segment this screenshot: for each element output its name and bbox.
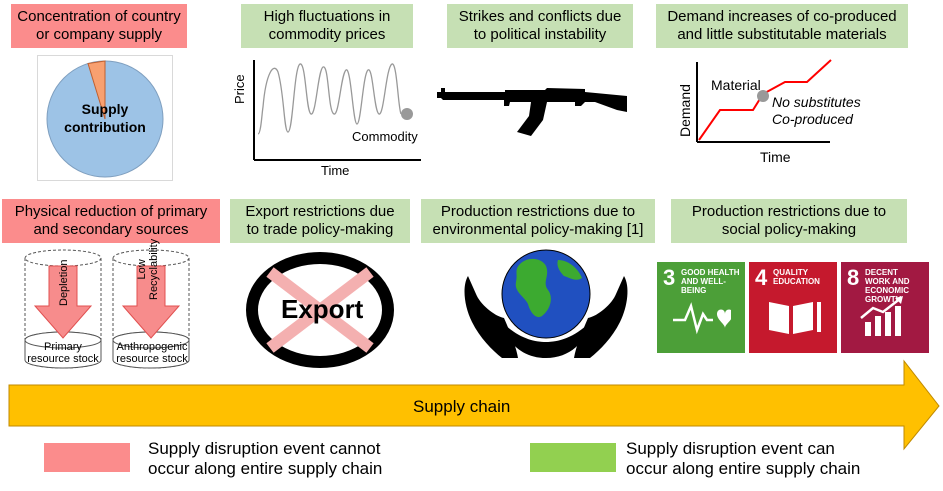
legend-swatch-can [530, 443, 616, 472]
low-recyclability-line: Recyclability [148, 238, 160, 300]
depletion-label: Depletion [58, 259, 70, 306]
primary-stock-label: Primary resource stock [25, 341, 101, 365]
label-line: Production restrictions due to [691, 203, 887, 220]
demand-chart [696, 59, 832, 143]
left-hand [464, 276, 518, 358]
depletion-arrow [33, 265, 93, 339]
anthropogenic-stock-line: resource stock [116, 353, 188, 365]
supply-chain-label: Supply chain [413, 397, 511, 416]
label-line: Demand increases of co-produced [667, 8, 897, 25]
sdg-label: DECENT WORK AND ECONOMIC GROWTH [865, 268, 910, 304]
demand-xlabel: Time [760, 149, 791, 165]
legend-text-cannot: Supply disruption event cannot occur alon… [148, 439, 382, 479]
low-recyclability-label: Low Recyclability [136, 239, 160, 300]
label-environmental-restrictions: Production restrictions due to environmen… [421, 199, 655, 243]
label-social-restrictions: Production restrictions due to social pol… [671, 199, 907, 243]
legend-line: occur along entire supply chain [148, 459, 383, 478]
no-substitutes-label: No substitutes [772, 94, 861, 110]
legend-text-can: Supply disruption event can occur along e… [626, 439, 860, 479]
commodity-point [401, 108, 413, 120]
pie-small-slice [87, 60, 106, 120]
sdg-tile-4: 4 QUALITY EDUCATION [749, 262, 837, 353]
resource-stocks-illustration [24, 249, 190, 369]
sdg-label: QUALITY EDUCATION [773, 268, 820, 286]
sdg-number: 8 [847, 265, 860, 290]
label-line: Production restrictions due to [440, 203, 636, 220]
cupped-palms [502, 322, 590, 358]
price-ylabel: Price [232, 74, 247, 104]
primary-stock-line: resource stock [27, 353, 99, 365]
label-line: to trade policy-making [246, 221, 394, 238]
rifle-icon [437, 88, 627, 136]
sdg-number: 4 [755, 265, 768, 290]
legend-line: occur along entire supply chain [626, 459, 861, 478]
continent-americas [515, 258, 551, 318]
pie-label: Supply contribution [38, 100, 172, 136]
heartbeat-icon [673, 302, 731, 335]
price-xlabel: Time [321, 163, 350, 178]
legend-line: Supply disruption event cannot [148, 439, 381, 458]
legend-swatch-cannot [44, 443, 130, 472]
anthropogenic-stock-line: Anthropogenic [116, 341, 188, 353]
growth-chart-icon [860, 296, 903, 336]
sdg-label: GOOD HEALTH AND WELL-BEING [681, 268, 740, 295]
label-strikes-conflicts: Strikes and conflicts due to political in… [447, 4, 633, 48]
label-line: environmental policy-making [1] [432, 221, 644, 238]
pie-label-line: Supply [81, 101, 129, 117]
primary-stock-line: Primary [44, 341, 82, 353]
label-line: to political instability [473, 26, 607, 43]
sdg-tile-8: 8 DECENT WORK AND ECONOMIC GROWTH [841, 262, 929, 353]
label-line: and secondary sources [33, 221, 189, 238]
pie-chart-panel: Supply contribution [37, 55, 173, 181]
label-line: or company supply [36, 26, 162, 43]
anthropogenic-stock-label: Anthropogenic resource stock [109, 341, 195, 365]
book-icon [769, 302, 821, 334]
sdg-number: 3 [663, 265, 676, 290]
label-price-fluctuations: High fluctuations in commodity prices [241, 4, 413, 48]
pie-chart [46, 60, 164, 178]
label-line: Export restrictions due [245, 203, 395, 220]
export-label: Export [281, 294, 364, 324]
label-line: Concentration of country [17, 8, 181, 25]
export-prohibited-icon [246, 252, 394, 368]
commodity-label: Commodity [352, 129, 418, 144]
co-produced-label: Co-produced [772, 111, 853, 127]
sdg-tile-3: 3 GOOD HEALTH AND WELL-BEING [657, 262, 745, 353]
label-demand-increases: Demand increases of co-produced and littl… [656, 4, 908, 48]
label-line: commodity prices [268, 26, 386, 43]
supply-chain-arrow [8, 359, 940, 451]
label-country-concentration: Concentration of country or company suppl… [11, 4, 187, 48]
demand-ylabel: Demand [677, 84, 693, 137]
material-point [757, 90, 769, 102]
price-chart [253, 60, 421, 161]
anthropogenic-stock-fill [112, 331, 190, 369]
label-line: and little substitutable materials [677, 26, 887, 43]
label-export-restrictions: Export restrictions due to trade policy-m… [230, 199, 410, 243]
label-line: Strikes and conflicts due [458, 8, 622, 25]
low-recyclability-arrow [121, 265, 181, 339]
label-line: Physical reduction of primary [14, 203, 208, 220]
material-label: Material [711, 77, 761, 93]
price-curve [257, 63, 402, 135]
globe-hands-icon [464, 249, 628, 358]
pie-label-line: contribution [64, 119, 146, 135]
low-recyclability-line: Low [136, 259, 148, 280]
legend-line: Supply disruption event can [626, 439, 835, 458]
label-line: High fluctuations in [263, 8, 391, 25]
continent-europe [557, 260, 582, 280]
right-hand [574, 276, 628, 358]
label-line: social policy-making [721, 221, 857, 238]
label-physical-reduction: Physical reduction of primary and seconda… [2, 199, 220, 243]
